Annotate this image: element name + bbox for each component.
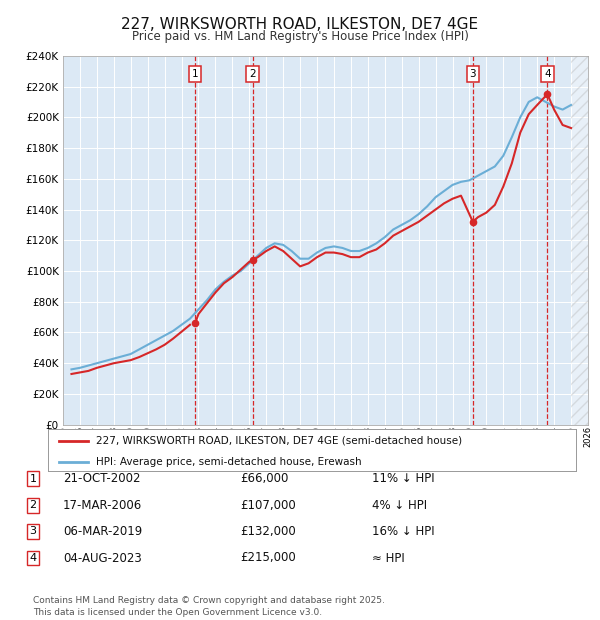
Text: 227, WIRKSWORTH ROAD, ILKESTON, DE7 4GE (semi-detached house): 227, WIRKSWORTH ROAD, ILKESTON, DE7 4GE … bbox=[95, 436, 461, 446]
Text: 4: 4 bbox=[29, 553, 37, 563]
Text: £132,000: £132,000 bbox=[240, 525, 296, 538]
Text: 1: 1 bbox=[192, 69, 199, 79]
Text: 16% ↓ HPI: 16% ↓ HPI bbox=[372, 525, 434, 538]
Text: 04-AUG-2023: 04-AUG-2023 bbox=[63, 552, 142, 564]
Text: 11% ↓ HPI: 11% ↓ HPI bbox=[372, 472, 434, 485]
Text: 21-OCT-2002: 21-OCT-2002 bbox=[63, 472, 140, 485]
Text: 17-MAR-2006: 17-MAR-2006 bbox=[63, 499, 142, 511]
Text: Price paid vs. HM Land Registry's House Price Index (HPI): Price paid vs. HM Land Registry's House … bbox=[131, 30, 469, 43]
Text: 4: 4 bbox=[544, 69, 551, 79]
Text: £215,000: £215,000 bbox=[240, 552, 296, 564]
Text: Contains HM Land Registry data © Crown copyright and database right 2025.
This d: Contains HM Land Registry data © Crown c… bbox=[33, 596, 385, 617]
Text: 4% ↓ HPI: 4% ↓ HPI bbox=[372, 499, 427, 511]
Text: 06-MAR-2019: 06-MAR-2019 bbox=[63, 525, 142, 538]
Text: HPI: Average price, semi-detached house, Erewash: HPI: Average price, semi-detached house,… bbox=[95, 457, 361, 467]
Text: 1: 1 bbox=[29, 474, 37, 484]
Text: 3: 3 bbox=[470, 69, 476, 79]
Text: 227, WIRKSWORTH ROAD, ILKESTON, DE7 4GE: 227, WIRKSWORTH ROAD, ILKESTON, DE7 4GE bbox=[121, 17, 479, 32]
Text: 2: 2 bbox=[29, 500, 37, 510]
Bar bbox=[571, 56, 588, 425]
Text: £107,000: £107,000 bbox=[240, 499, 296, 511]
Text: ≈ HPI: ≈ HPI bbox=[372, 552, 405, 564]
Text: 2: 2 bbox=[250, 69, 256, 79]
Text: £66,000: £66,000 bbox=[240, 472, 289, 485]
Text: 3: 3 bbox=[29, 526, 37, 536]
